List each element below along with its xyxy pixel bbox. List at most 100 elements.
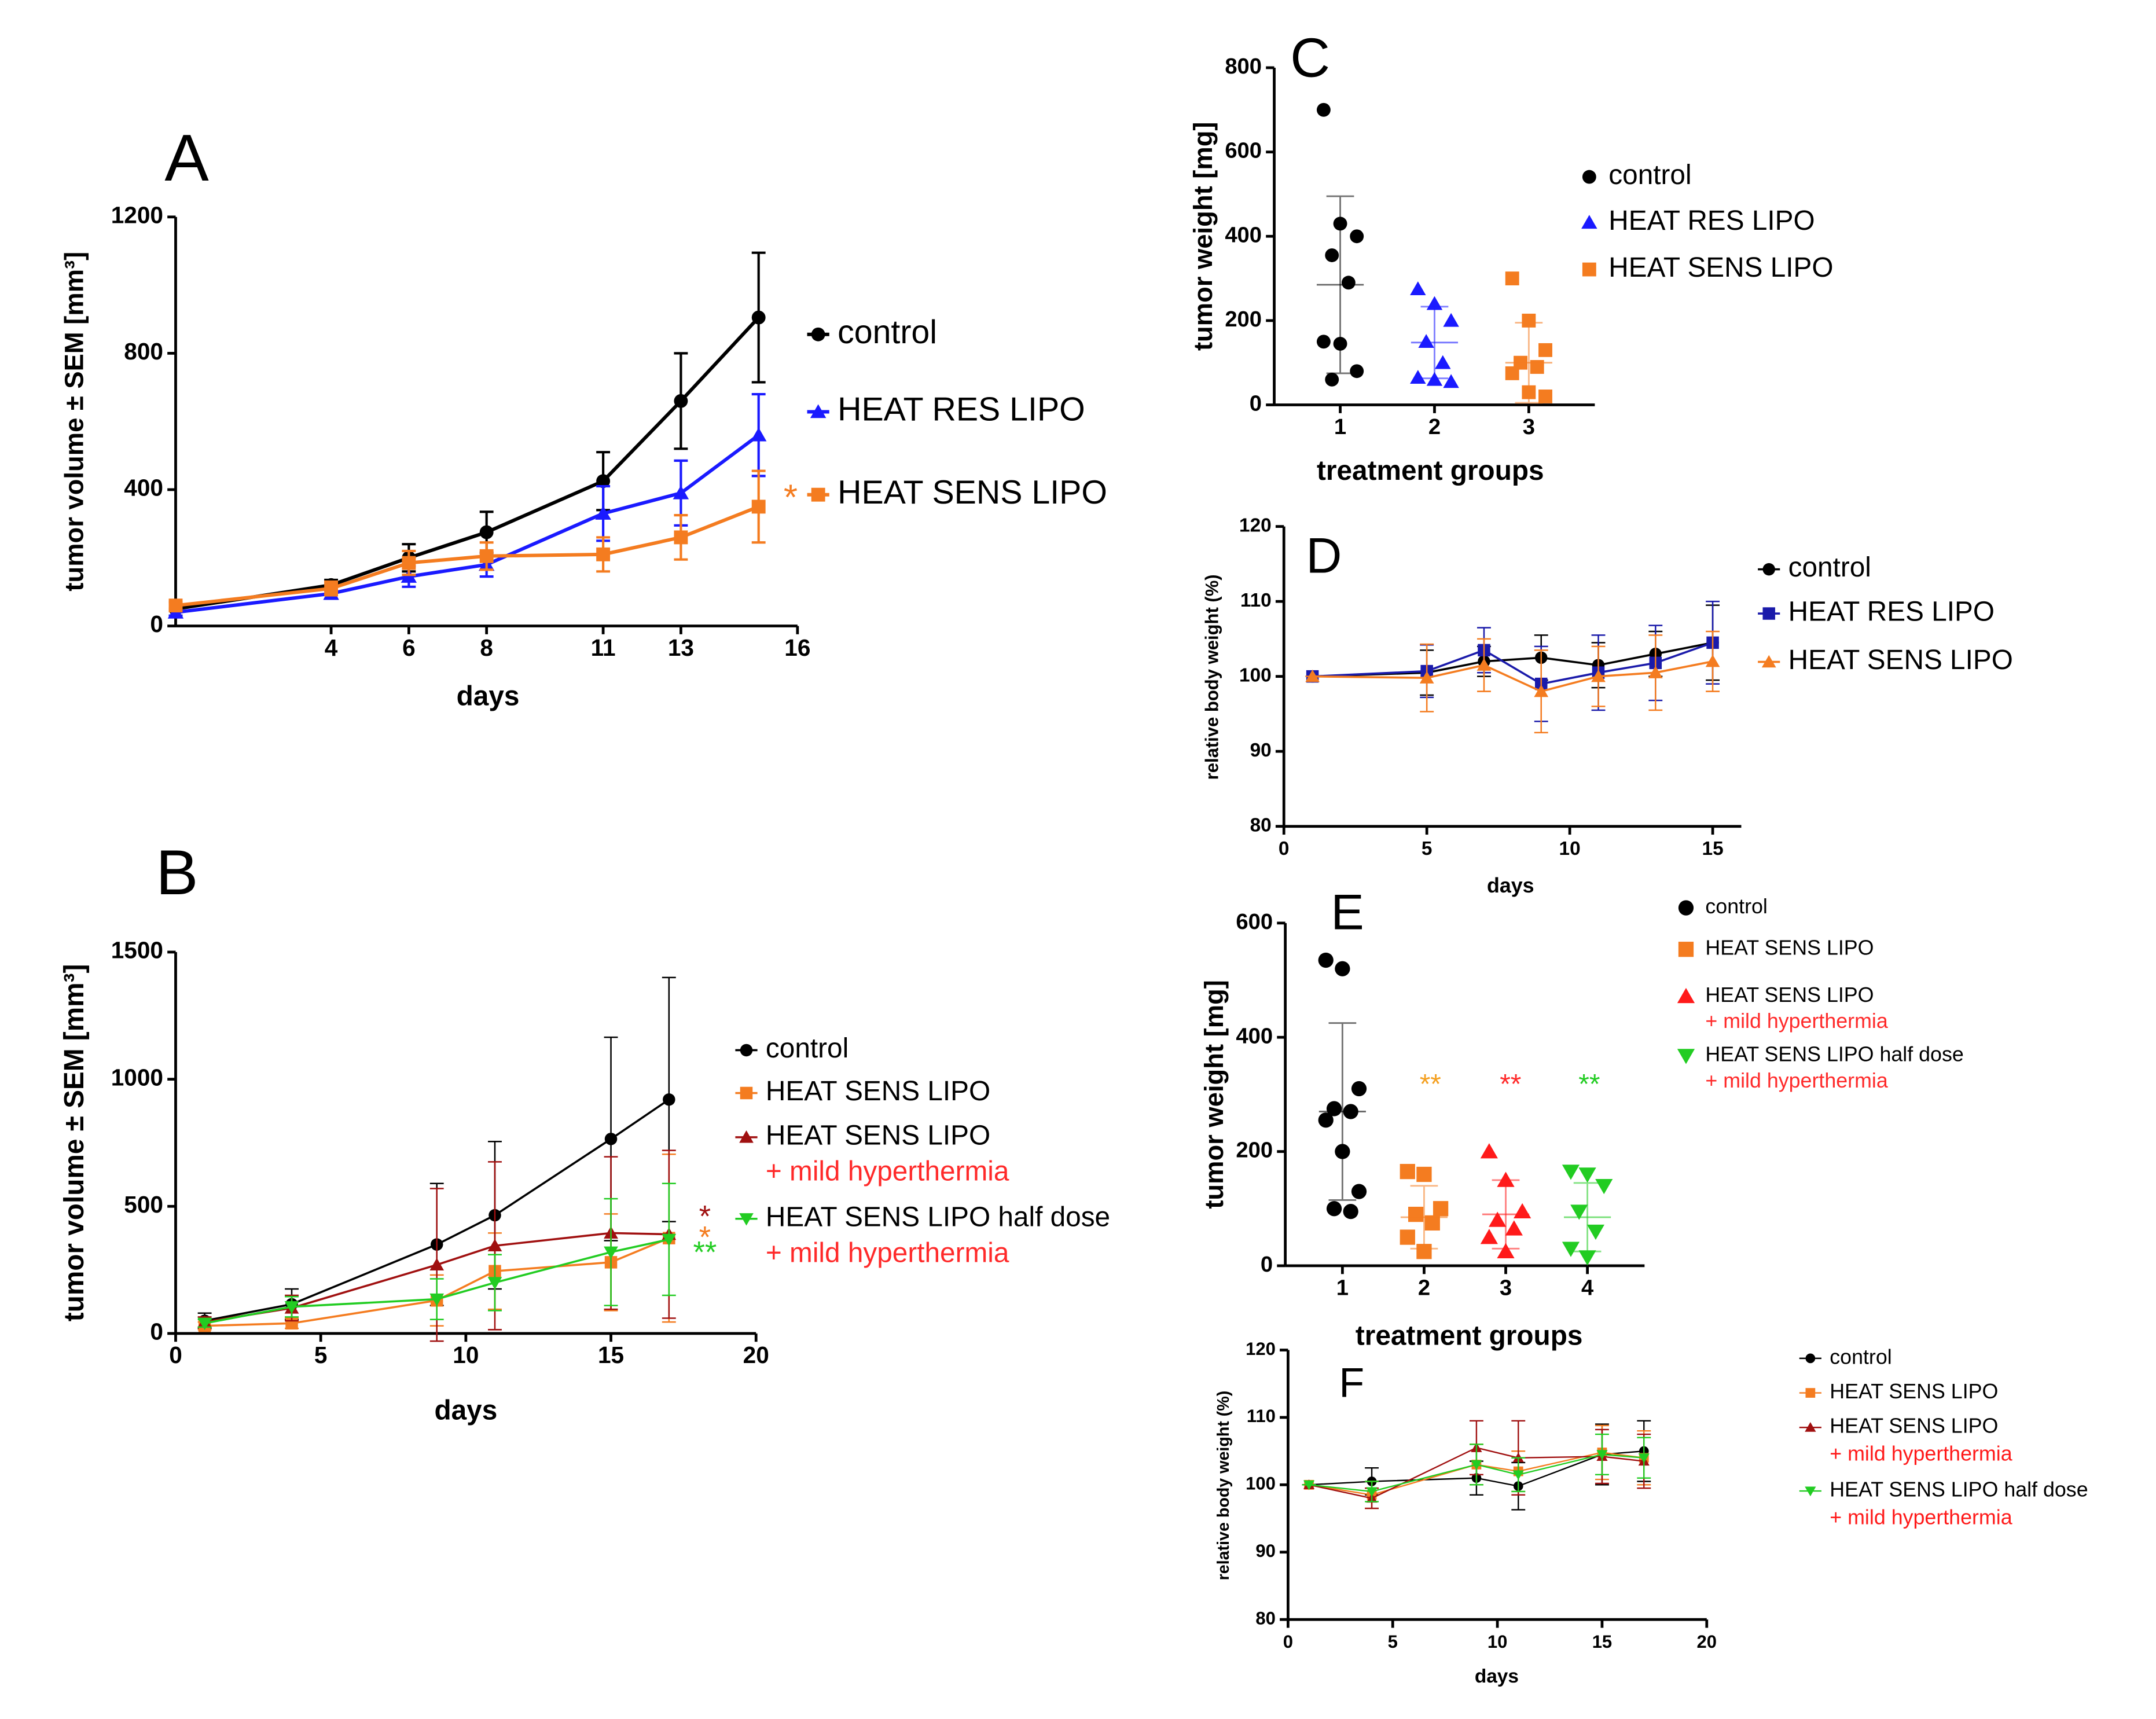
x-axis-label: days bbox=[1487, 874, 1534, 897]
data-point bbox=[674, 530, 688, 545]
series-line bbox=[175, 505, 759, 608]
legend-marker bbox=[1677, 1049, 1695, 1064]
panel-letter: B bbox=[156, 838, 198, 908]
data-point bbox=[1522, 313, 1536, 328]
data-point bbox=[1351, 1081, 1367, 1097]
data-point bbox=[1596, 1450, 1608, 1460]
legend-label: HEAT SENS LIPO bbox=[766, 1076, 990, 1107]
panel-letter: E bbox=[1331, 885, 1364, 941]
data-point bbox=[1433, 1201, 1449, 1217]
x-tick-label: 15 bbox=[598, 1342, 624, 1368]
data-point bbox=[1578, 1167, 1596, 1183]
y-axis-label: tumor volume ± SEM [mm³] bbox=[59, 964, 90, 1322]
x-tick-label: 5 bbox=[1422, 838, 1433, 859]
legend-marker bbox=[739, 1213, 754, 1226]
legend-label: HEAT SENS LIPO bbox=[1705, 983, 1874, 1007]
x-tick-label: 8 bbox=[480, 634, 493, 661]
y-tick-label: 600 bbox=[1225, 138, 1262, 163]
legend-marker bbox=[811, 487, 825, 502]
x-tick-label: 16 bbox=[784, 634, 810, 661]
data-point bbox=[1648, 666, 1663, 678]
data-point bbox=[1408, 1206, 1424, 1222]
y-tick-label: 200 bbox=[1236, 1138, 1273, 1163]
data-point bbox=[1705, 654, 1720, 667]
y-tick-label: 1500 bbox=[111, 937, 163, 964]
legend-label: HEAT RES LIPO bbox=[1608, 205, 1815, 236]
x-tick-label: 0 bbox=[169, 1342, 182, 1368]
x-axis-label: days bbox=[457, 681, 520, 711]
y-tick-label: 110 bbox=[1247, 1406, 1276, 1426]
x-axis-label: days bbox=[434, 1395, 497, 1426]
y-tick-label: 0 bbox=[150, 1318, 163, 1345]
legend-label: HEAT SENS LIPO bbox=[1830, 1415, 1998, 1438]
data-point bbox=[604, 1133, 618, 1145]
y-tick-label: 120 bbox=[1246, 1339, 1276, 1359]
x-tick-label: 5 bbox=[1388, 1632, 1398, 1652]
x-tick-label: 4 bbox=[1581, 1276, 1594, 1301]
data-point bbox=[429, 1258, 445, 1270]
data-point bbox=[1366, 1487, 1378, 1497]
legend-marker bbox=[1678, 942, 1694, 957]
data-point bbox=[596, 474, 611, 488]
y-axis-label: tumor weight [mg] bbox=[1199, 980, 1229, 1209]
legend-label: HEAT SENS LIPO half dose bbox=[1830, 1478, 2088, 1501]
annotation: ** bbox=[693, 1236, 717, 1270]
data-point bbox=[1410, 281, 1426, 296]
data-point bbox=[168, 598, 183, 613]
y-tick-label: 400 bbox=[1236, 1023, 1273, 1048]
data-point bbox=[1419, 671, 1434, 684]
legend-label: control bbox=[1830, 1345, 1891, 1368]
x-tick-label: 2 bbox=[1428, 414, 1441, 439]
data-point bbox=[1591, 669, 1606, 682]
series-line bbox=[1309, 1453, 1644, 1493]
panel-letter: A bbox=[164, 121, 209, 195]
series-line bbox=[175, 316, 760, 611]
panel-letter: D bbox=[1306, 528, 1342, 584]
y-axis-label: tumor weight [mg] bbox=[1188, 122, 1218, 351]
y-tick-label: 110 bbox=[1240, 590, 1272, 611]
legend-label: control bbox=[1788, 552, 1871, 583]
y-tick-label: 400 bbox=[124, 475, 163, 501]
data-point bbox=[596, 547, 611, 561]
annotation: * bbox=[699, 1220, 711, 1254]
data-point bbox=[1343, 1204, 1358, 1220]
legend-label: HEAT SENS LIPO bbox=[1705, 936, 1874, 960]
series-line bbox=[204, 1237, 670, 1327]
data-point bbox=[751, 310, 766, 325]
y-tick-label: 200 bbox=[1225, 307, 1262, 332]
data-point bbox=[1514, 1203, 1531, 1218]
data-point bbox=[1400, 1163, 1415, 1180]
annotation: ** bbox=[1578, 1069, 1600, 1100]
series-line bbox=[204, 1238, 670, 1325]
y-tick-label: 800 bbox=[124, 338, 163, 365]
data-point bbox=[751, 499, 766, 514]
data-point bbox=[1326, 1201, 1342, 1217]
y-tick-label: 600 bbox=[1236, 909, 1273, 934]
data-point bbox=[663, 1093, 675, 1106]
y-tick-label: 0 bbox=[1261, 1252, 1273, 1277]
data-point bbox=[1305, 669, 1320, 682]
legend-note: + mild hyperthermia bbox=[1705, 1069, 1887, 1092]
data-point bbox=[1638, 1453, 1650, 1463]
legend-marker bbox=[739, 1130, 754, 1143]
data-point bbox=[1489, 1211, 1507, 1227]
legend-label: control bbox=[1705, 895, 1767, 918]
data-point bbox=[1480, 1229, 1498, 1244]
y-tick-label: 800 bbox=[1225, 54, 1262, 79]
x-tick-label: 1 bbox=[1336, 1276, 1349, 1301]
y-tick-label: 80 bbox=[1255, 1608, 1275, 1628]
legend-note: + mild hyperthermia bbox=[1830, 1442, 2012, 1465]
legend-marker bbox=[1762, 563, 1775, 576]
legend-marker bbox=[811, 327, 825, 341]
data-point bbox=[1316, 102, 1331, 117]
x-tick-label: 10 bbox=[1487, 1632, 1508, 1652]
series-line bbox=[1309, 1452, 1644, 1496]
data-point bbox=[1318, 1112, 1334, 1128]
legend-label: HEAT RES LIPO bbox=[1788, 597, 1995, 627]
y-tick-label: 1200 bbox=[111, 202, 163, 229]
panel-letter: C bbox=[1290, 28, 1330, 89]
legend-label: control bbox=[766, 1033, 849, 1064]
data-point bbox=[1326, 1101, 1342, 1116]
legend-label: HEAT SENS LIPO bbox=[1608, 252, 1833, 283]
